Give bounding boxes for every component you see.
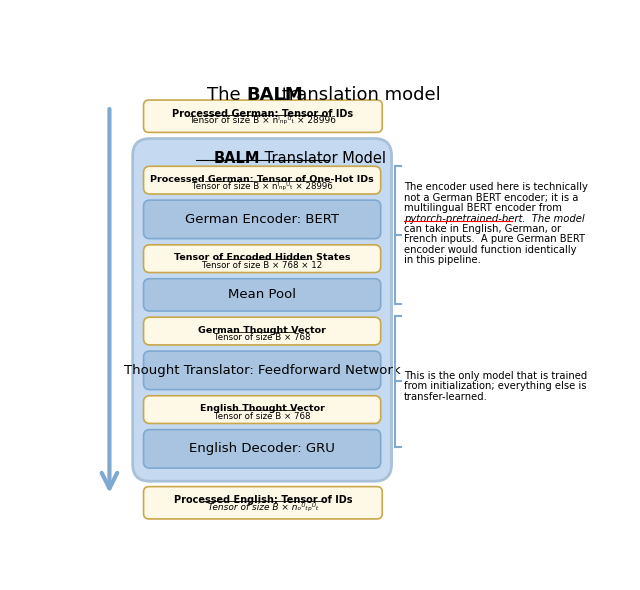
Text: German Thought Vector: German Thought Vector [198, 326, 326, 335]
FancyBboxPatch shape [143, 100, 382, 132]
FancyBboxPatch shape [143, 487, 382, 519]
Text: Thought Translator: Feedforward Network: Thought Translator: Feedforward Network [124, 364, 401, 377]
Text: Translator Model: Translator Model [260, 151, 386, 166]
Text: Tensor of size B × nᴵₙₚᵁₜ × 28996: Tensor of size B × nᴵₙₚᵁₜ × 28996 [192, 182, 333, 191]
Text: Tensor of Encoded Hidden States: Tensor of Encoded Hidden States [174, 253, 350, 263]
FancyBboxPatch shape [143, 317, 381, 345]
Text: in this pipeline.: in this pipeline. [404, 255, 481, 266]
FancyBboxPatch shape [143, 200, 381, 239]
Text: from initialization; everything else is: from initialization; everything else is [404, 382, 586, 392]
Text: English Thought Vector: English Thought Vector [200, 404, 324, 413]
Text: German Encoder: BERT: German Encoder: BERT [185, 213, 339, 226]
Text: Tensor of size B × nᴵₙₚᵁₜ × 28996: Tensor of size B × nᴵₙₚᵁₜ × 28996 [189, 116, 337, 125]
Text: English Decoder: GRU: English Decoder: GRU [189, 442, 335, 455]
Text: Tensor of size B × 768: Tensor of size B × 768 [214, 333, 310, 342]
Text: French inputs.  A pure German BERT: French inputs. A pure German BERT [404, 234, 585, 244]
Text: not a German BERT encoder; it is a: not a German BERT encoder; it is a [404, 193, 579, 203]
Text: translation model: translation model [276, 86, 441, 104]
Text: Processed German: Tensor of IDs: Processed German: Tensor of IDs [172, 109, 353, 119]
Text: encoder would function identically: encoder would function identically [404, 245, 577, 255]
Text: multilingual BERT encoder from: multilingual BERT encoder from [404, 203, 562, 213]
Text: BALM: BALM [246, 86, 303, 104]
Text: Tensor of size B × 768 × 12: Tensor of size B × 768 × 12 [202, 261, 323, 270]
Text: pytorch-pretrained-bert.  The model: pytorch-pretrained-bert. The model [404, 214, 584, 224]
FancyBboxPatch shape [143, 430, 381, 468]
FancyBboxPatch shape [143, 351, 381, 389]
Text: Tensor of size B × nₒᵁₜₚᵁₜ: Tensor of size B × nₒᵁₜₚᵁₜ [207, 503, 318, 512]
Text: BALM: BALM [213, 151, 260, 166]
Text: The encoder used here is technically: The encoder used here is technically [404, 182, 588, 192]
Text: The: The [207, 86, 246, 104]
Text: Processed German: Tensor of One-Hot IDs: Processed German: Tensor of One-Hot IDs [150, 175, 374, 183]
Text: transfer-learned.: transfer-learned. [404, 392, 488, 402]
FancyBboxPatch shape [143, 396, 381, 424]
Text: Processed English: Tensor of IDs: Processed English: Tensor of IDs [173, 495, 352, 505]
Text: Tensor of size B × 768: Tensor of size B × 768 [214, 412, 310, 421]
FancyBboxPatch shape [132, 139, 392, 481]
Text: can take in English, German, or: can take in English, German, or [404, 224, 561, 234]
FancyBboxPatch shape [143, 245, 381, 273]
FancyBboxPatch shape [143, 166, 381, 194]
Text: This is the only model that is trained: This is the only model that is trained [404, 371, 588, 381]
Text: Mean Pool: Mean Pool [228, 289, 296, 301]
FancyBboxPatch shape [143, 278, 381, 311]
